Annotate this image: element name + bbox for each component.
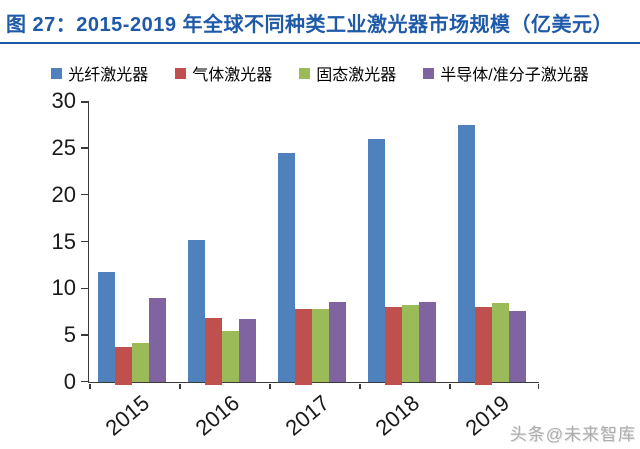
bar-2018-series-2 bbox=[402, 305, 419, 382]
bar-2019-series-0 bbox=[458, 125, 475, 382]
x-axis-category-label: 2015 bbox=[100, 390, 155, 441]
bar-2015-series-1 bbox=[115, 347, 132, 385]
x-axis-category-label: 2018 bbox=[370, 390, 425, 441]
bar-2019-series-1 bbox=[475, 307, 492, 385]
y-axis-tick-label: 10 bbox=[51, 275, 76, 301]
page-title: 图 27：2015-2019 年全球不同种类工业激光器市场规模（亿美元） bbox=[6, 14, 614, 36]
x-axis-category-label: 2016 bbox=[190, 390, 245, 441]
y-axis-tick-label: 15 bbox=[51, 228, 76, 254]
bar-2019-series-2 bbox=[492, 303, 509, 382]
bar-2015-series-3 bbox=[149, 297, 166, 382]
y-axis-tick bbox=[81, 240, 89, 243]
y-axis-tick-label: 20 bbox=[51, 181, 76, 207]
x-axis-category-label: 2019 bbox=[460, 390, 515, 441]
y-axis-tick-label: 30 bbox=[51, 88, 76, 113]
legend-label: 半导体/准分子激光器 bbox=[440, 67, 589, 84]
bar-2019-series-3 bbox=[509, 310, 526, 382]
x-axis-tick bbox=[359, 384, 361, 389]
legend-label: 固态激光器 bbox=[316, 67, 397, 84]
bar-chart-plot-area bbox=[81, 101, 539, 389]
bar-2015-series-0 bbox=[98, 272, 115, 382]
bar-2017-series-0 bbox=[278, 152, 295, 382]
legend-label: 气体激光器 bbox=[192, 67, 273, 84]
x-axis-tick bbox=[179, 384, 181, 389]
y-axis-tick-label: 5 bbox=[63, 322, 76, 348]
bar-2017-series-2 bbox=[312, 308, 329, 382]
chart-legend: 光纤激光器 气体激光器 固态激光器 半导体/准分子激光器 bbox=[0, 62, 640, 84]
bar-group-2015 bbox=[89, 101, 179, 385]
legend-item-3: 半导体/准分子激光器 bbox=[423, 61, 589, 85]
legend-swatch-icon bbox=[175, 67, 187, 79]
y-axis-tick-label: 25 bbox=[51, 134, 76, 160]
y-axis-tick-label: 0 bbox=[63, 369, 76, 394]
bar-group-2019 bbox=[449, 101, 539, 385]
y-axis-tick bbox=[81, 334, 89, 336]
bar-2016-series-3 bbox=[239, 319, 256, 382]
bar-2017-series-1 bbox=[295, 308, 312, 385]
y-axis-tick bbox=[81, 147, 89, 149]
legend-label: 光纤激光器 bbox=[68, 67, 149, 84]
bar-2017-series-3 bbox=[329, 302, 346, 382]
bar-2016-series-2 bbox=[222, 330, 239, 382]
x-axis-category-label: 2017 bbox=[280, 390, 335, 441]
legend-item-2: 固态激光器 bbox=[299, 61, 396, 85]
bar-2018-series-1 bbox=[385, 307, 402, 385]
bar-2018-series-0 bbox=[368, 138, 385, 382]
title-underline bbox=[0, 42, 640, 44]
bar-group-2017 bbox=[269, 101, 359, 385]
legend-swatch-icon bbox=[423, 67, 435, 79]
bar-2015-series-2 bbox=[132, 342, 149, 382]
bar-2018-series-3 bbox=[419, 302, 436, 382]
legend-item-0: 光纤激光器 bbox=[51, 61, 148, 85]
bar-2016-series-1 bbox=[205, 318, 222, 385]
x-axis-tick bbox=[89, 384, 91, 389]
x-axis-tick bbox=[537, 384, 539, 389]
bar-group-2016 bbox=[179, 101, 269, 385]
bar-group-2018 bbox=[359, 101, 449, 385]
legend-swatch-icon bbox=[51, 67, 63, 79]
y-axis-tick bbox=[81, 101, 89, 103]
legend-swatch-icon bbox=[299, 67, 311, 79]
watermark: 头条@未来智库 bbox=[509, 425, 636, 444]
bar-2016-series-0 bbox=[188, 239, 205, 382]
legend-item-1: 气体激光器 bbox=[175, 61, 272, 85]
x-axis-tick bbox=[449, 384, 451, 389]
y-axis-tick bbox=[81, 380, 89, 382]
y-axis-tick bbox=[81, 287, 89, 290]
x-axis-tick bbox=[269, 384, 271, 389]
y-axis-tick bbox=[81, 193, 89, 196]
